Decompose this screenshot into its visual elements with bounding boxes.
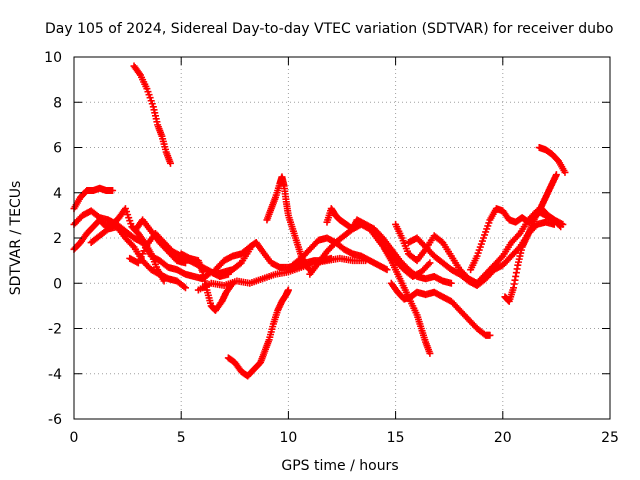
series-arc-16 (381, 245, 434, 357)
series-arc-7 (130, 62, 174, 167)
data-point (426, 259, 434, 267)
data-point (181, 284, 189, 292)
series-arc-6 (132, 216, 189, 267)
y-tick-label: 0 (53, 276, 62, 292)
y-tick-label: -2 (48, 322, 62, 338)
x-tick-label: 15 (387, 430, 405, 446)
data-point (561, 168, 569, 176)
x-tick-label: 20 (494, 430, 512, 446)
x-tick-label: 0 (70, 430, 79, 446)
data-point (181, 259, 189, 267)
axis-ticks: 0 5 10 15 20 25 -6 -4 -2 0 2 4 6 8 10 (44, 50, 619, 446)
data-point (515, 231, 523, 239)
data-point (109, 186, 117, 194)
data-point (180, 283, 188, 291)
y-tick-label: 2 (53, 231, 62, 247)
series-arc-21 (501, 171, 560, 305)
series-arc-15 (289, 234, 391, 274)
x-tick-label: 25 (601, 430, 619, 446)
y-tick-label: 10 (44, 50, 62, 66)
data-point (447, 279, 455, 287)
series-arc-12 (263, 173, 314, 274)
chart-title: Day 105 of 2024, Sidereal Day-to-day VTE… (45, 21, 613, 37)
x-tick-label: 5 (177, 430, 186, 446)
data-series (70, 62, 569, 380)
x-tick-label: 10 (279, 430, 297, 446)
data-point (383, 266, 391, 274)
data-point (129, 242, 137, 250)
data-point (424, 260, 432, 268)
y-tick-label: -4 (48, 367, 62, 383)
series-arc-1 (70, 184, 117, 213)
x-axis-label: GPS time / hours (281, 458, 398, 474)
data-point (497, 254, 505, 262)
y-tick-label: 8 (53, 95, 62, 111)
series-arc-14 (306, 220, 434, 280)
y-tick-label: -6 (48, 412, 62, 428)
series-arc-17 (387, 279, 494, 339)
data-point (166, 159, 174, 167)
data-point (557, 223, 565, 231)
series-arc-4 (87, 223, 189, 292)
y-tick-label: 4 (53, 186, 62, 202)
series-arc-11 (224, 286, 292, 380)
y-tick-label: 6 (53, 141, 62, 157)
series-arc-10 (194, 254, 370, 294)
y-axis-label: SDTVAR / TECUs (8, 181, 24, 296)
data-point (552, 171, 560, 179)
data-point (486, 331, 494, 339)
data-point (135, 70, 143, 78)
data-point (284, 286, 292, 294)
series-arc-22 (535, 144, 569, 176)
data-point (426, 349, 434, 357)
data-point (556, 222, 564, 230)
